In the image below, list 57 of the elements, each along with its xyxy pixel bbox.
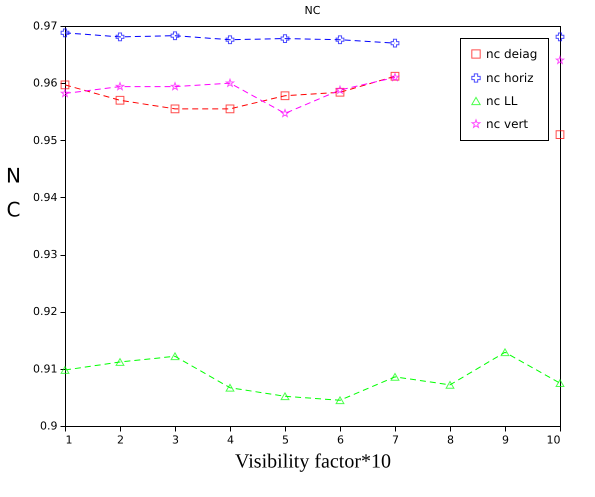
legend-label: nc LL bbox=[486, 94, 518, 108]
point bbox=[170, 104, 180, 114]
legend-label: nc horiz bbox=[486, 71, 534, 85]
point bbox=[556, 56, 564, 64]
y-tick-label: 0.97 bbox=[33, 20, 58, 32]
x-tick-label: 9 bbox=[502, 434, 509, 446]
point bbox=[280, 91, 290, 100]
point bbox=[280, 34, 290, 43]
x-tick-label: 6 bbox=[337, 434, 344, 446]
point bbox=[336, 35, 344, 44]
point bbox=[446, 381, 454, 389]
x-axis-title: Visibility factor*10 bbox=[235, 450, 391, 472]
point bbox=[226, 104, 234, 114]
point bbox=[280, 392, 290, 400]
point bbox=[170, 31, 180, 40]
point bbox=[556, 32, 564, 42]
point bbox=[390, 38, 400, 48]
point bbox=[116, 32, 124, 42]
y-tick-label: 0.95 bbox=[33, 134, 58, 147]
point bbox=[336, 88, 344, 97]
point bbox=[226, 78, 234, 87]
point bbox=[336, 396, 344, 404]
point bbox=[556, 130, 564, 139]
x-tick-label: 8 bbox=[447, 434, 454, 446]
y-axis-title: NC bbox=[6, 164, 21, 222]
point bbox=[116, 82, 124, 90]
point bbox=[390, 373, 400, 381]
y-tick-label: 0.91 bbox=[33, 362, 58, 376]
x-tick-label: 5 bbox=[282, 434, 289, 446]
point bbox=[556, 379, 564, 387]
x-tick-label: 2 bbox=[117, 434, 124, 446]
legend-label: nc vert bbox=[486, 117, 528, 131]
point bbox=[116, 358, 124, 366]
point bbox=[226, 35, 234, 44]
legend-label: nc deiag bbox=[486, 47, 538, 61]
point bbox=[280, 109, 290, 118]
y-tick-label: 0.94 bbox=[33, 190, 58, 204]
point bbox=[336, 86, 344, 94]
y-tick-label: 0.96 bbox=[33, 76, 58, 90]
chart-title: NC bbox=[304, 4, 321, 17]
x-tick-label: 4 bbox=[227, 434, 234, 446]
x-tick-label: 10 bbox=[546, 434, 560, 446]
x-tick-label: 7 bbox=[392, 434, 399, 446]
x-tick-label: 3 bbox=[172, 434, 179, 446]
point bbox=[60, 28, 70, 38]
point bbox=[170, 82, 180, 90]
point bbox=[60, 366, 70, 374]
y-tick-label: 0.9 bbox=[40, 420, 58, 432]
x-tick-label: 1 bbox=[66, 434, 72, 446]
y-tick-label: 0.93 bbox=[33, 248, 58, 262]
point bbox=[116, 96, 124, 105]
point bbox=[500, 348, 510, 356]
y-tick-label: 0.92 bbox=[33, 305, 58, 318]
point bbox=[60, 89, 70, 98]
point bbox=[60, 80, 70, 90]
point bbox=[226, 384, 234, 392]
point bbox=[170, 352, 180, 360]
